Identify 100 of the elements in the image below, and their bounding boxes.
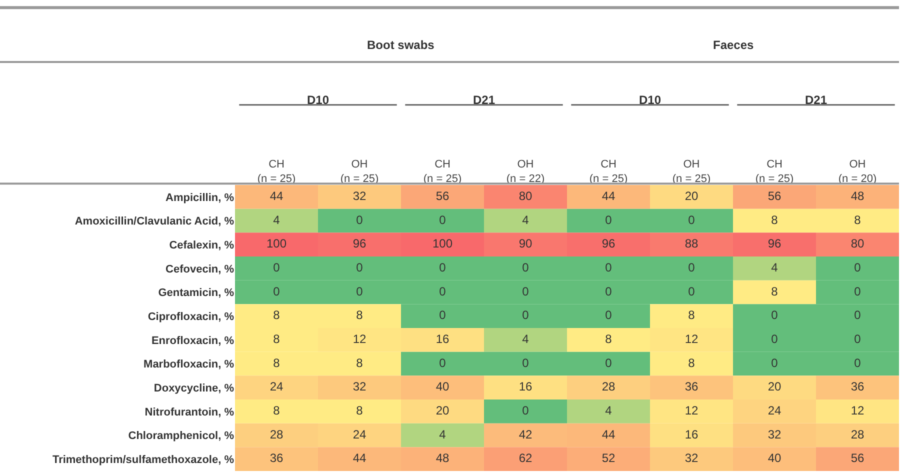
data-label: 56	[436, 188, 450, 203]
data-label: 20	[684, 188, 698, 203]
data-label: 80	[850, 236, 864, 251]
data-label: 8	[771, 284, 778, 298]
data-label: 96	[768, 236, 782, 251]
data-label: 36	[684, 380, 698, 394]
data-label: 100	[432, 236, 453, 251]
data-label: 96	[602, 236, 616, 251]
x-tick-label: CH (n = 25)	[589, 158, 628, 185]
data-label: 32	[352, 188, 366, 203]
y-tick-label: Chloramphenicol, %	[128, 430, 234, 442]
y-tick-label: Doxycycline, %	[154, 382, 234, 394]
data-label: 32	[684, 451, 698, 466]
data-label: 8	[356, 356, 364, 370]
y-tick-label: Marbofloxacin, %	[144, 358, 234, 371]
data-label: 80	[518, 188, 532, 203]
data-label: 28	[602, 380, 616, 394]
data-label: 8	[854, 212, 862, 227]
text: D21	[473, 93, 496, 107]
data-label: 0	[522, 260, 530, 274]
text: D10	[307, 93, 330, 107]
data-label: 4	[771, 260, 778, 274]
y-tick-label: Ampicillin, %	[166, 192, 234, 204]
data-label: 8	[273, 356, 280, 370]
data-label: 8	[356, 308, 364, 322]
data-label: 0	[771, 356, 778, 370]
data-label: 20	[436, 403, 450, 418]
data-label: 0	[273, 260, 280, 274]
data-label: 0	[854, 260, 862, 274]
data-label: 0	[854, 332, 862, 346]
data-label: 4	[605, 403, 612, 418]
data-label: 0	[688, 212, 696, 227]
x-tick-label: OH (n = 25)	[340, 158, 379, 185]
data-label: 0	[771, 332, 778, 346]
data-label: 8	[273, 332, 280, 346]
data-label: 44	[602, 427, 616, 442]
data-label: 0	[439, 212, 446, 227]
data-label: 0	[688, 260, 696, 274]
data-label: 20	[768, 380, 782, 394]
data-label: 0	[356, 260, 364, 274]
data-label: 28	[270, 427, 284, 442]
data-label: 12	[850, 403, 864, 418]
data-label: 0	[688, 284, 696, 298]
data-label: 16	[436, 332, 450, 346]
data-label: 24	[768, 403, 782, 418]
data-label: 8	[771, 212, 778, 227]
x-tick-label: OH (n = 20)	[838, 158, 877, 185]
data-label: 36	[270, 451, 284, 466]
y-tick-label: Ciprofloxacin, %	[148, 310, 234, 323]
y-tick-label: Nitrofurantoin, %	[144, 406, 234, 418]
data-label: 56	[768, 188, 782, 203]
data-label: 0	[605, 284, 612, 298]
data-label: 0	[522, 403, 530, 418]
y-tick-label: Enrofloxacin, %	[151, 334, 234, 347]
y-tick-label: Cefovecin, %	[166, 263, 234, 276]
data-label: 88	[684, 236, 698, 251]
data-label: 0	[439, 308, 446, 322]
data-label: 0	[439, 356, 446, 370]
data-label: 32	[768, 427, 782, 442]
data-label: 16	[684, 427, 698, 442]
data-label: 0	[522, 308, 530, 322]
data-label: 96	[352, 236, 366, 251]
data-label: 4	[439, 427, 446, 442]
x-tick-label: OH (n = 25)	[672, 158, 711, 185]
x-tick-label: CH (n = 25)	[423, 158, 462, 185]
text: D21	[805, 93, 828, 107]
y-tick-label: Trimethoprim/sulfamethoxazole, %	[52, 454, 234, 466]
data-label: 32	[352, 380, 366, 394]
y-tick-label: Amoxicillin/Clavulanic Acid, %	[74, 216, 234, 228]
data-label: 0	[522, 284, 530, 298]
text: Boot swabs	[367, 38, 435, 52]
data-label: 8	[688, 308, 696, 322]
data-label: 42	[518, 427, 532, 442]
data-label: 90	[518, 236, 532, 251]
y-tick-label: Gentamicin, %	[158, 287, 234, 300]
data-label: 100	[266, 236, 287, 251]
data-label: 16	[518, 380, 532, 394]
data-label: 36	[850, 380, 864, 394]
data-label: 12	[684, 332, 698, 346]
data-label: 8	[273, 308, 280, 322]
text: Faeces	[713, 38, 754, 52]
data-label: 0	[439, 284, 446, 298]
data-label: 0	[854, 308, 862, 322]
data-label: 4	[273, 212, 280, 227]
data-label: 44	[602, 188, 616, 203]
data-label: 0	[854, 284, 862, 298]
x-tick-label: CH (n = 25)	[257, 158, 296, 185]
data-label: 4	[522, 212, 530, 227]
y-tick-label: Cefalexin, %	[169, 239, 234, 252]
text: D10	[639, 93, 662, 107]
data-label: 62	[518, 451, 532, 466]
data-label: 40	[768, 451, 782, 466]
data-label: 8	[688, 356, 696, 370]
data-label: 0	[439, 260, 446, 274]
data-label: 40	[436, 380, 450, 394]
data-label: 24	[352, 427, 366, 442]
data-label: 48	[436, 451, 450, 466]
data-label: 0	[605, 260, 612, 274]
data-label: 8	[605, 332, 612, 346]
data-label: 0	[356, 212, 364, 227]
